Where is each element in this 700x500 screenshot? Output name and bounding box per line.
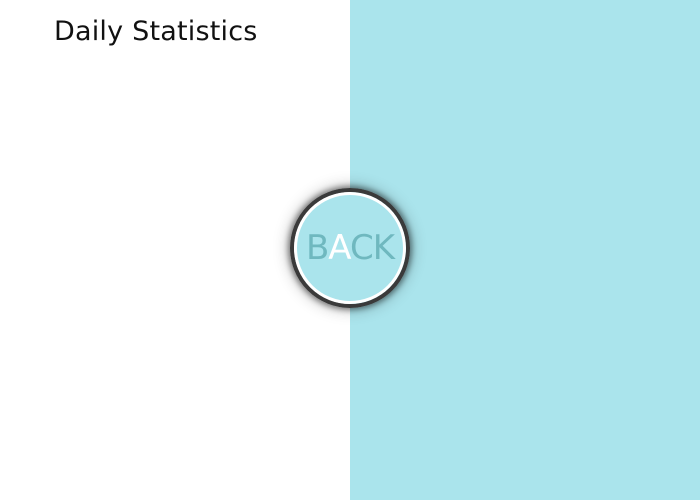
back-button[interactable]: BACK <box>290 188 410 308</box>
back-button-face <box>294 192 406 304</box>
back-button-label: BACK <box>294 192 406 304</box>
back-label-ck: CK <box>349 228 395 268</box>
page-title: Daily Statistics <box>54 16 258 47</box>
back-label-b: B <box>305 228 329 268</box>
back-label-a: A <box>328 228 351 268</box>
